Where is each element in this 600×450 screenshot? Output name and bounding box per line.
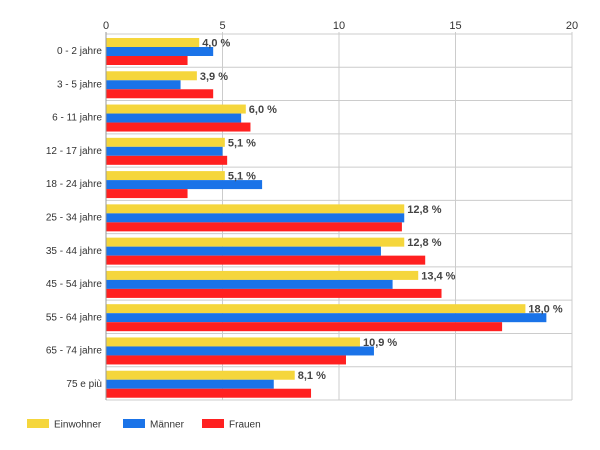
bar-einwohner — [106, 71, 197, 81]
bar-männer — [106, 80, 181, 90]
legend-swatch — [27, 419, 49, 428]
legend-label: Frauen — [229, 420, 261, 431]
bar-einwohner — [106, 337, 360, 347]
bar-einwohner — [106, 304, 526, 314]
bar-männer — [106, 213, 405, 223]
legend-swatch — [202, 419, 224, 428]
legend-label: Einwohner — [54, 420, 102, 431]
bar-frauen — [106, 89, 214, 99]
category-label: 12 - 17 jahre — [46, 146, 103, 157]
bar-männer — [106, 246, 381, 256]
category-label: 55 - 64 jahre — [46, 312, 103, 323]
data-label: 12,8 % — [407, 237, 441, 249]
category-label: 18 - 24 jahre — [46, 179, 103, 190]
category-label: 75 e più — [66, 379, 102, 390]
category-label: 6 - 11 jahre — [52, 113, 102, 124]
bar-einwohner — [106, 370, 295, 380]
bar-frauen — [106, 355, 346, 365]
category-label: 3 - 5 jahre — [57, 79, 102, 90]
x-tick-label: 0 — [103, 20, 109, 32]
bar-frauen — [106, 189, 188, 199]
bar-einwohner — [106, 204, 405, 214]
data-label: 18,0 % — [528, 304, 562, 316]
category-label: 0 - 2 jahre — [57, 46, 102, 57]
bar-frauen — [106, 255, 426, 265]
bar-frauen — [106, 388, 312, 398]
category-label: 45 - 54 jahre — [46, 279, 103, 290]
bar-frauen — [106, 155, 228, 165]
legend-swatch — [123, 419, 145, 428]
bar-männer — [106, 47, 214, 56]
bar-männer — [106, 113, 242, 123]
data-label: 8,1 % — [298, 370, 326, 382]
legend-label: Männer — [150, 420, 185, 431]
bar-frauen — [106, 56, 188, 65]
bar-frauen — [106, 222, 402, 232]
data-label: 12,8 % — [407, 204, 441, 216]
category-label: 65 - 74 jahre — [46, 346, 103, 357]
legend: Einwohner Männer Frauen — [27, 419, 261, 431]
bar-männer — [106, 346, 374, 356]
data-labels: 4,0 % 3,9 % 6,0 % 5,1 % 5,1 % 12,8 % 12,8 % 13,… — [200, 38, 563, 383]
bar-frauen — [106, 322, 503, 332]
bar-männer — [106, 379, 274, 389]
x-tick-label: 15 — [449, 20, 461, 32]
bar-frauen — [106, 122, 251, 132]
x-tick-label: 5 — [219, 20, 225, 32]
data-label: 3,9 % — [200, 71, 228, 83]
category-label: 35 - 44 jahre — [46, 246, 103, 257]
bar-männer — [106, 180, 263, 190]
bar-einwohner — [106, 104, 246, 114]
bar-männer — [106, 146, 223, 156]
data-label: 4,0 % — [202, 38, 230, 50]
axes: 0 5 10 15 20 0 - 2 jahre 3 - 5 jahre 6 - 11 jah… — [46, 20, 578, 400]
data-label: 10,9 % — [363, 337, 397, 349]
bar-einwohner — [106, 38, 200, 47]
category-label: 25 - 34 jahre — [46, 213, 103, 224]
bar-einwohner — [106, 270, 419, 280]
x-tick-label: 20 — [566, 20, 578, 32]
x-tick-label: 10 — [333, 20, 345, 32]
data-label: 6,0 % — [249, 104, 277, 116]
data-label: 5,1 % — [228, 171, 256, 183]
data-label: 13,4 % — [421, 270, 455, 282]
bar-einwohner — [106, 237, 405, 247]
bars — [106, 38, 547, 398]
bar-einwohner — [106, 171, 225, 181]
bar-männer — [106, 279, 393, 289]
bar-männer — [106, 313, 547, 323]
bar-einwohner — [106, 137, 225, 147]
data-label: 5,1 % — [228, 137, 256, 149]
bar-frauen — [106, 288, 442, 298]
